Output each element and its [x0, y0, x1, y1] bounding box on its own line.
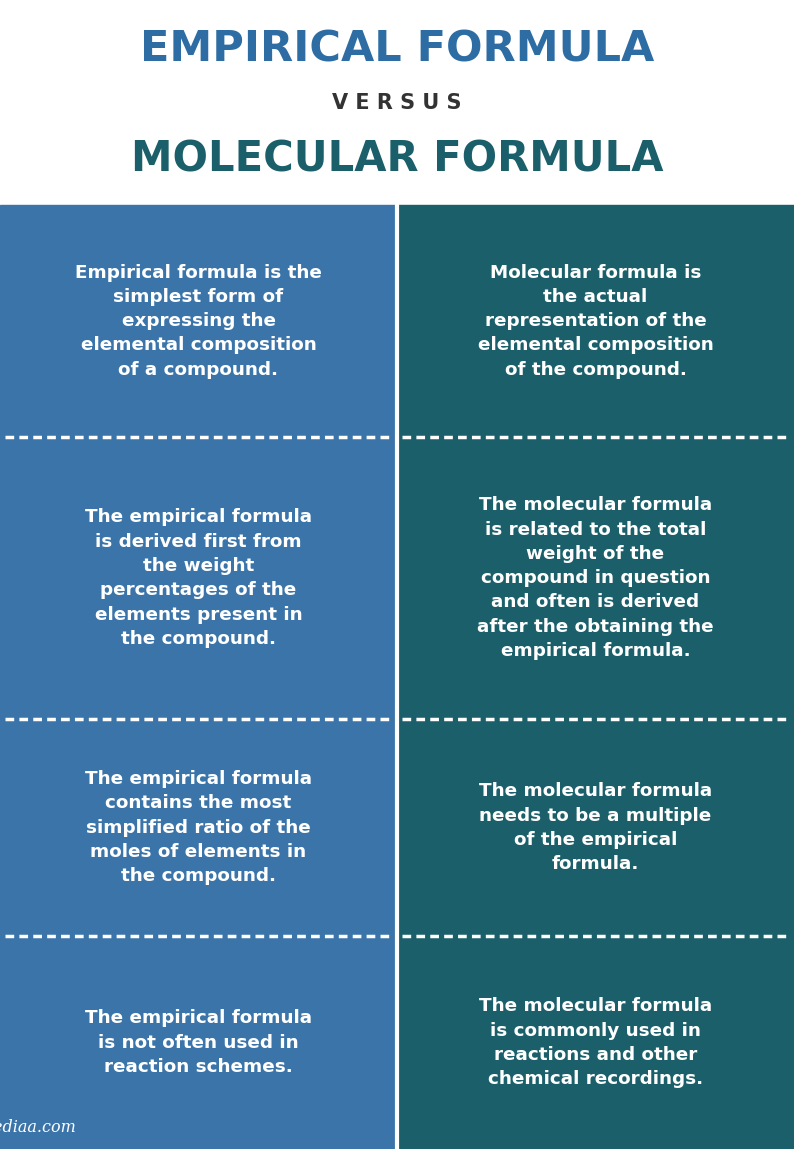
- Text: Empirical formula is the
simplest form of
expressing the
elemental composition
o: Empirical formula is the simplest form o…: [75, 263, 322, 379]
- Bar: [397, 438, 794, 719]
- Bar: [0, 936, 397, 1149]
- Text: The molecular formula
is related to the total
weight of the
compound in question: The molecular formula is related to the …: [477, 496, 714, 660]
- Text: The molecular formula
is commonly used in
reactions and other
chemical recording: The molecular formula is commonly used i…: [479, 997, 712, 1088]
- Text: V E R S U S: V E R S U S: [332, 93, 462, 113]
- Text: The empirical formula
is derived first from
the weight
percentages of the
elemen: The empirical formula is derived first f…: [85, 508, 312, 648]
- Text: Pediaa.com: Pediaa.com: [0, 1118, 76, 1135]
- Text: EMPIRICAL FORMULA: EMPIRICAL FORMULA: [140, 29, 654, 71]
- Bar: [397, 205, 794, 438]
- Bar: [0, 719, 397, 936]
- Text: The empirical formula
contains the most
simplified ratio of the
moles of element: The empirical formula contains the most …: [85, 770, 312, 886]
- Bar: [0, 438, 397, 719]
- Text: Molecular formula is
the actual
representation of the
elemental composition
of t: Molecular formula is the actual represen…: [478, 263, 713, 379]
- Text: MOLECULAR FORMULA: MOLECULAR FORMULA: [131, 139, 663, 182]
- Bar: [397, 936, 794, 1149]
- Text: The empirical formula
is not often used in
reaction schemes.: The empirical formula is not often used …: [85, 1010, 312, 1075]
- Text: The molecular formula
needs to be a multiple
of the empirical
formula.: The molecular formula needs to be a mult…: [479, 782, 712, 873]
- Bar: [0, 205, 397, 438]
- Bar: [0, 0, 794, 205]
- Bar: [397, 719, 794, 936]
